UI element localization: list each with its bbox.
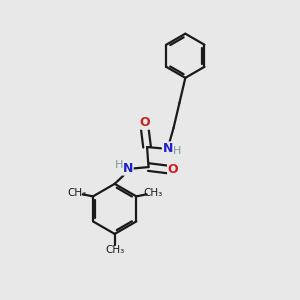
Text: CH₃: CH₃ — [105, 245, 124, 255]
Text: O: O — [168, 163, 178, 176]
Text: O: O — [140, 116, 150, 129]
Text: N: N — [123, 162, 133, 175]
Text: CH₃: CH₃ — [67, 188, 86, 198]
Text: H: H — [173, 146, 181, 157]
Text: CH₃: CH₃ — [143, 188, 162, 198]
Text: N: N — [163, 142, 173, 155]
Text: H: H — [115, 160, 123, 170]
